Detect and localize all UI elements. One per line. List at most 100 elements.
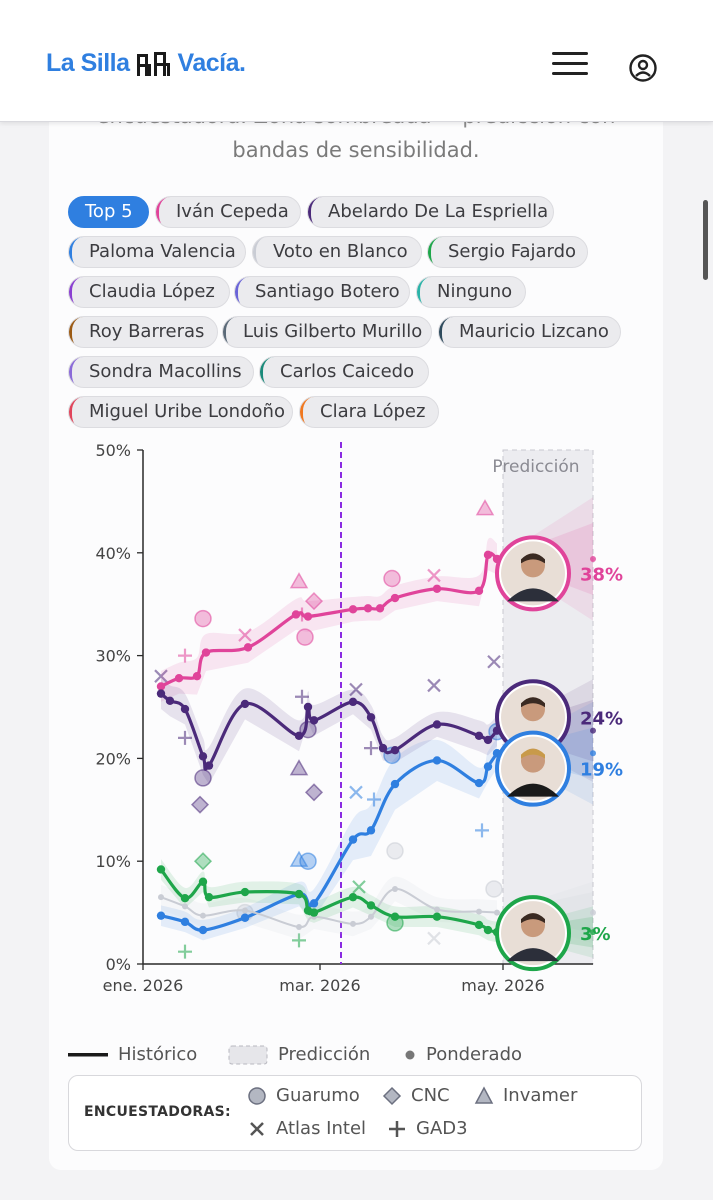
poll-marker-atlas xyxy=(349,682,363,697)
confidence-band xyxy=(161,537,497,702)
weighted-point xyxy=(165,696,175,706)
weighted-point xyxy=(240,887,250,897)
pollsters-title: ENCUESTADORAS: xyxy=(84,1104,231,1120)
poll-marker-cnc xyxy=(190,795,210,814)
poll-marker-gad3 xyxy=(292,933,306,948)
filter-chip[interactable]: Ninguno xyxy=(416,276,526,308)
filter-chip[interactable]: Abelardo De La Espriella xyxy=(307,196,554,228)
candidate-avatar-icon xyxy=(495,895,571,972)
avatar-hair xyxy=(521,913,545,924)
series-end-label: 24% xyxy=(580,708,623,729)
prediction-end-point xyxy=(590,929,596,936)
weighted-point xyxy=(291,610,301,619)
poll-marker-guarumo xyxy=(194,609,212,628)
weighted-point xyxy=(204,892,214,902)
filter-chip[interactable]: Miguel Uribe Londoño xyxy=(68,396,293,428)
weighted-point xyxy=(432,912,442,921)
series-end-label: 38% xyxy=(580,564,623,585)
pollster-label: Atlas Intel xyxy=(276,1118,367,1139)
logo-text-right: Vacía. xyxy=(177,48,246,77)
filter-chip[interactable]: Sergio Fajardo xyxy=(427,236,588,268)
pollster-label: GAD3 xyxy=(416,1118,468,1139)
weighted-point xyxy=(483,762,493,771)
weighted-point xyxy=(474,778,484,788)
weighted-point xyxy=(309,899,319,908)
chart-legend: Histórico Predicción Ponderado xyxy=(68,1040,648,1070)
confidence-band xyxy=(161,737,497,941)
weighted-point xyxy=(494,909,500,916)
chairs-logo-icon xyxy=(136,52,170,76)
filter-chip-label: Sondra Macollins xyxy=(89,361,242,382)
weighted-point xyxy=(392,885,398,892)
filter-chip[interactable]: Luis Gilberto Murillo xyxy=(222,316,432,348)
weighted-point xyxy=(375,604,385,613)
pollsters-box: ENCUESTADORAS: Guarumo CNC Invamer Atlas In… xyxy=(68,1075,642,1151)
filter-chip[interactable]: Carlos Caicedo xyxy=(259,356,429,388)
weighted-point xyxy=(303,612,313,621)
poll-marker-atlas xyxy=(427,568,441,583)
filter-chip-label: Paloma Valencia xyxy=(89,241,236,262)
weighted-point xyxy=(474,586,484,596)
weighted-point xyxy=(240,913,250,922)
filter-chip-label: Clara López xyxy=(320,401,426,422)
weighted-point xyxy=(390,745,400,755)
filter-chip[interactable]: Top 5 xyxy=(68,196,149,228)
chip-color-edge xyxy=(69,317,83,347)
poll-marker-gad3 xyxy=(178,944,192,959)
weighted-point xyxy=(180,894,190,903)
filter-chip[interactable]: Iván Cepeda xyxy=(155,196,301,228)
weighted-point xyxy=(198,877,208,886)
series-end-label: 3% xyxy=(580,924,611,945)
legend-ponderado-label: Ponderado xyxy=(426,1044,523,1065)
filter-chip[interactable]: Roy Barreras xyxy=(68,316,218,348)
weighted-point xyxy=(180,917,190,927)
x-tick-label: mar. 2026 xyxy=(279,976,360,995)
chip-color-edge xyxy=(69,397,83,427)
chip-color-edge xyxy=(235,277,249,307)
pollster-label: Invamer xyxy=(503,1085,578,1106)
filter-chip[interactable]: Sondra Macollins xyxy=(68,356,254,388)
hamburger-icon[interactable] xyxy=(552,52,588,82)
legend-historico: Histórico xyxy=(68,1044,197,1065)
weighted-point xyxy=(309,716,319,725)
filter-chip[interactable]: Claudia López xyxy=(68,276,230,308)
prediction-end-point xyxy=(590,555,596,562)
prediction-end-point xyxy=(590,909,596,916)
poll-marker-guarumo xyxy=(299,852,317,870)
poll-marker-atlas xyxy=(352,880,366,894)
poll-marker-invamer xyxy=(475,499,495,516)
weighted-point xyxy=(198,752,208,761)
weighted-point xyxy=(156,865,166,874)
user-circle-icon[interactable] xyxy=(628,53,658,83)
filter-chip[interactable]: Mauricio Lizcano xyxy=(438,316,621,348)
y-tick-label: 40% xyxy=(95,544,131,563)
filter-chip[interactable]: Clara López xyxy=(299,396,439,428)
intro-subtitle: bandas de sensibilidad. xyxy=(232,138,480,162)
scrollbar[interactable] xyxy=(703,200,708,280)
filter-chip-label: Luis Gilberto Murillo xyxy=(243,321,423,342)
weighted-point xyxy=(434,906,440,913)
x-tick-label: ene. 2026 xyxy=(103,976,184,995)
legend-ponderado: Ponderado xyxy=(404,1044,522,1065)
x-tick-label: may. 2026 xyxy=(461,976,544,995)
y-tick-label: 30% xyxy=(95,647,131,666)
poll-marker-guarumo xyxy=(485,880,503,898)
weighted-point xyxy=(201,648,211,657)
y-tick-label: 0% xyxy=(106,955,131,974)
y-tick-label: 50% xyxy=(95,441,131,460)
filter-chip[interactable]: Voto en Blanco xyxy=(252,236,422,268)
poll-marker-cnc xyxy=(193,852,213,871)
weighted-point xyxy=(192,671,202,681)
series-end-label: 19% xyxy=(580,760,623,781)
weighted-point xyxy=(348,892,358,902)
filter-chip-label: Top 5 xyxy=(85,201,133,222)
filter-chip-label: Iván Cepeda xyxy=(176,201,289,222)
chip-color-edge xyxy=(417,277,431,307)
line-icon xyxy=(68,1052,108,1056)
site-logo[interactable]: La Silla Vacía. xyxy=(46,48,246,78)
weighted-point xyxy=(390,593,400,603)
filter-chip[interactable]: Santiago Botero xyxy=(234,276,410,308)
filter-chip[interactable]: Paloma Valencia xyxy=(68,236,246,268)
weighted-point xyxy=(200,912,206,919)
poll-marker-invamer xyxy=(289,850,309,867)
